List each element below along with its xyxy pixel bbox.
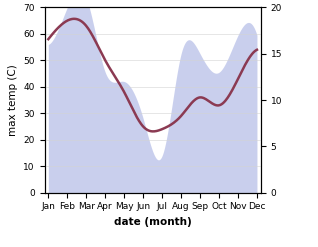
X-axis label: date (month): date (month) — [114, 217, 191, 227]
Y-axis label: max temp (C): max temp (C) — [8, 64, 18, 136]
